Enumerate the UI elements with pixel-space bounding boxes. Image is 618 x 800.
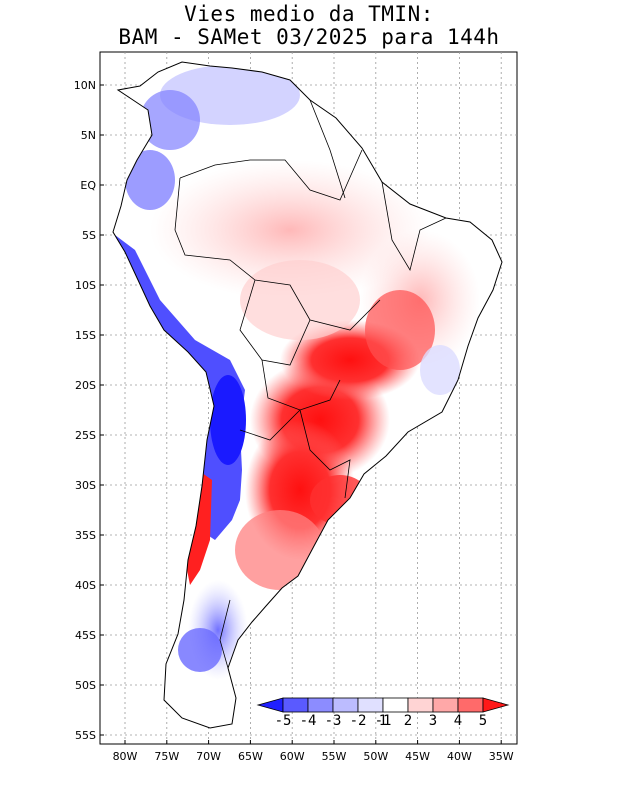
colorbar-swatch [382, 697, 409, 713]
map-title-line-1: Vies medio da TMIN: [184, 2, 434, 26]
colorbar-label: 2 [404, 713, 412, 729]
latitude-tick-label: 5N [81, 129, 96, 142]
latitude-tick-label: 50S [75, 679, 96, 692]
colorbar-swatch [457, 697, 484, 713]
colorbar-label: -4 [300, 713, 317, 729]
country-borders [174, 99, 447, 669]
bias-field [113, 62, 502, 728]
latitude-tick-label: 45S [75, 629, 96, 642]
colorbar-label: -3 [325, 713, 342, 729]
longitude-tick-label: 55W [322, 750, 347, 763]
latitude-tick-label: 10S [75, 279, 96, 292]
latitude-tick-label: EQ [80, 179, 96, 192]
colorbar-swatch [357, 697, 384, 713]
longitude-tick-label: 80W [113, 750, 138, 763]
colorbar-swatch [332, 697, 359, 713]
colorbar-label: -1 [375, 713, 392, 729]
longitude-tick-label: 60W [280, 750, 305, 763]
latitude-tick-label: 5S [82, 229, 96, 242]
latitude-tick-label: 20S [75, 379, 96, 392]
colorbar: -5 -4 -3 -2 -11 2 3 4 5 [256, 697, 510, 729]
longitude-tick-label: 65W [238, 750, 263, 763]
latitude-tick-label: 30S [75, 479, 96, 492]
colorbar-label: 1 [379, 713, 387, 729]
colorbar-label: 4 [454, 713, 462, 729]
colorbar-swatch [432, 697, 459, 713]
longitude-tick-label: 75W [154, 750, 179, 763]
colorbar-label: -5 [275, 713, 292, 729]
colorbar-label: 3 [429, 713, 437, 729]
colorbar-swatch [307, 697, 334, 713]
colorbar-label: 5 [479, 713, 487, 729]
longitude-axis: 80W 75W 70W 65W 60W 55W 50W 45W 40W 35W [113, 740, 514, 763]
colorbar-label: -2 [350, 713, 367, 729]
longitude-tick-label: 50W [363, 750, 388, 763]
colorbar-swatch [482, 697, 510, 713]
latitude-tick-label: 40S [75, 579, 96, 592]
latitude-axis: 10N 5N EQ 5S 10S 15S 20S 25S 30S 35S 40S 45S 50S 55S [74, 79, 104, 742]
latitude-tick-label: 10N [74, 79, 96, 92]
colorbar-swatch [282, 697, 309, 713]
longitude-tick-label: 35W [489, 750, 514, 763]
latitude-tick-label: 35S [75, 529, 96, 542]
coastline [112, 61, 503, 729]
latitude-tick-label: 55S [75, 729, 96, 742]
longitude-tick-label: 40W [447, 750, 472, 763]
latitude-tick-label: 25S [75, 429, 96, 442]
latitude-tick-label: 15S [75, 329, 96, 342]
map-title-line-2: BAM - SAMet 03/2025 para 144h [118, 25, 500, 49]
longitude-tick-label: 70W [196, 750, 221, 763]
colorbar-swatch [407, 697, 434, 713]
longitude-tick-label: 45W [405, 750, 430, 763]
